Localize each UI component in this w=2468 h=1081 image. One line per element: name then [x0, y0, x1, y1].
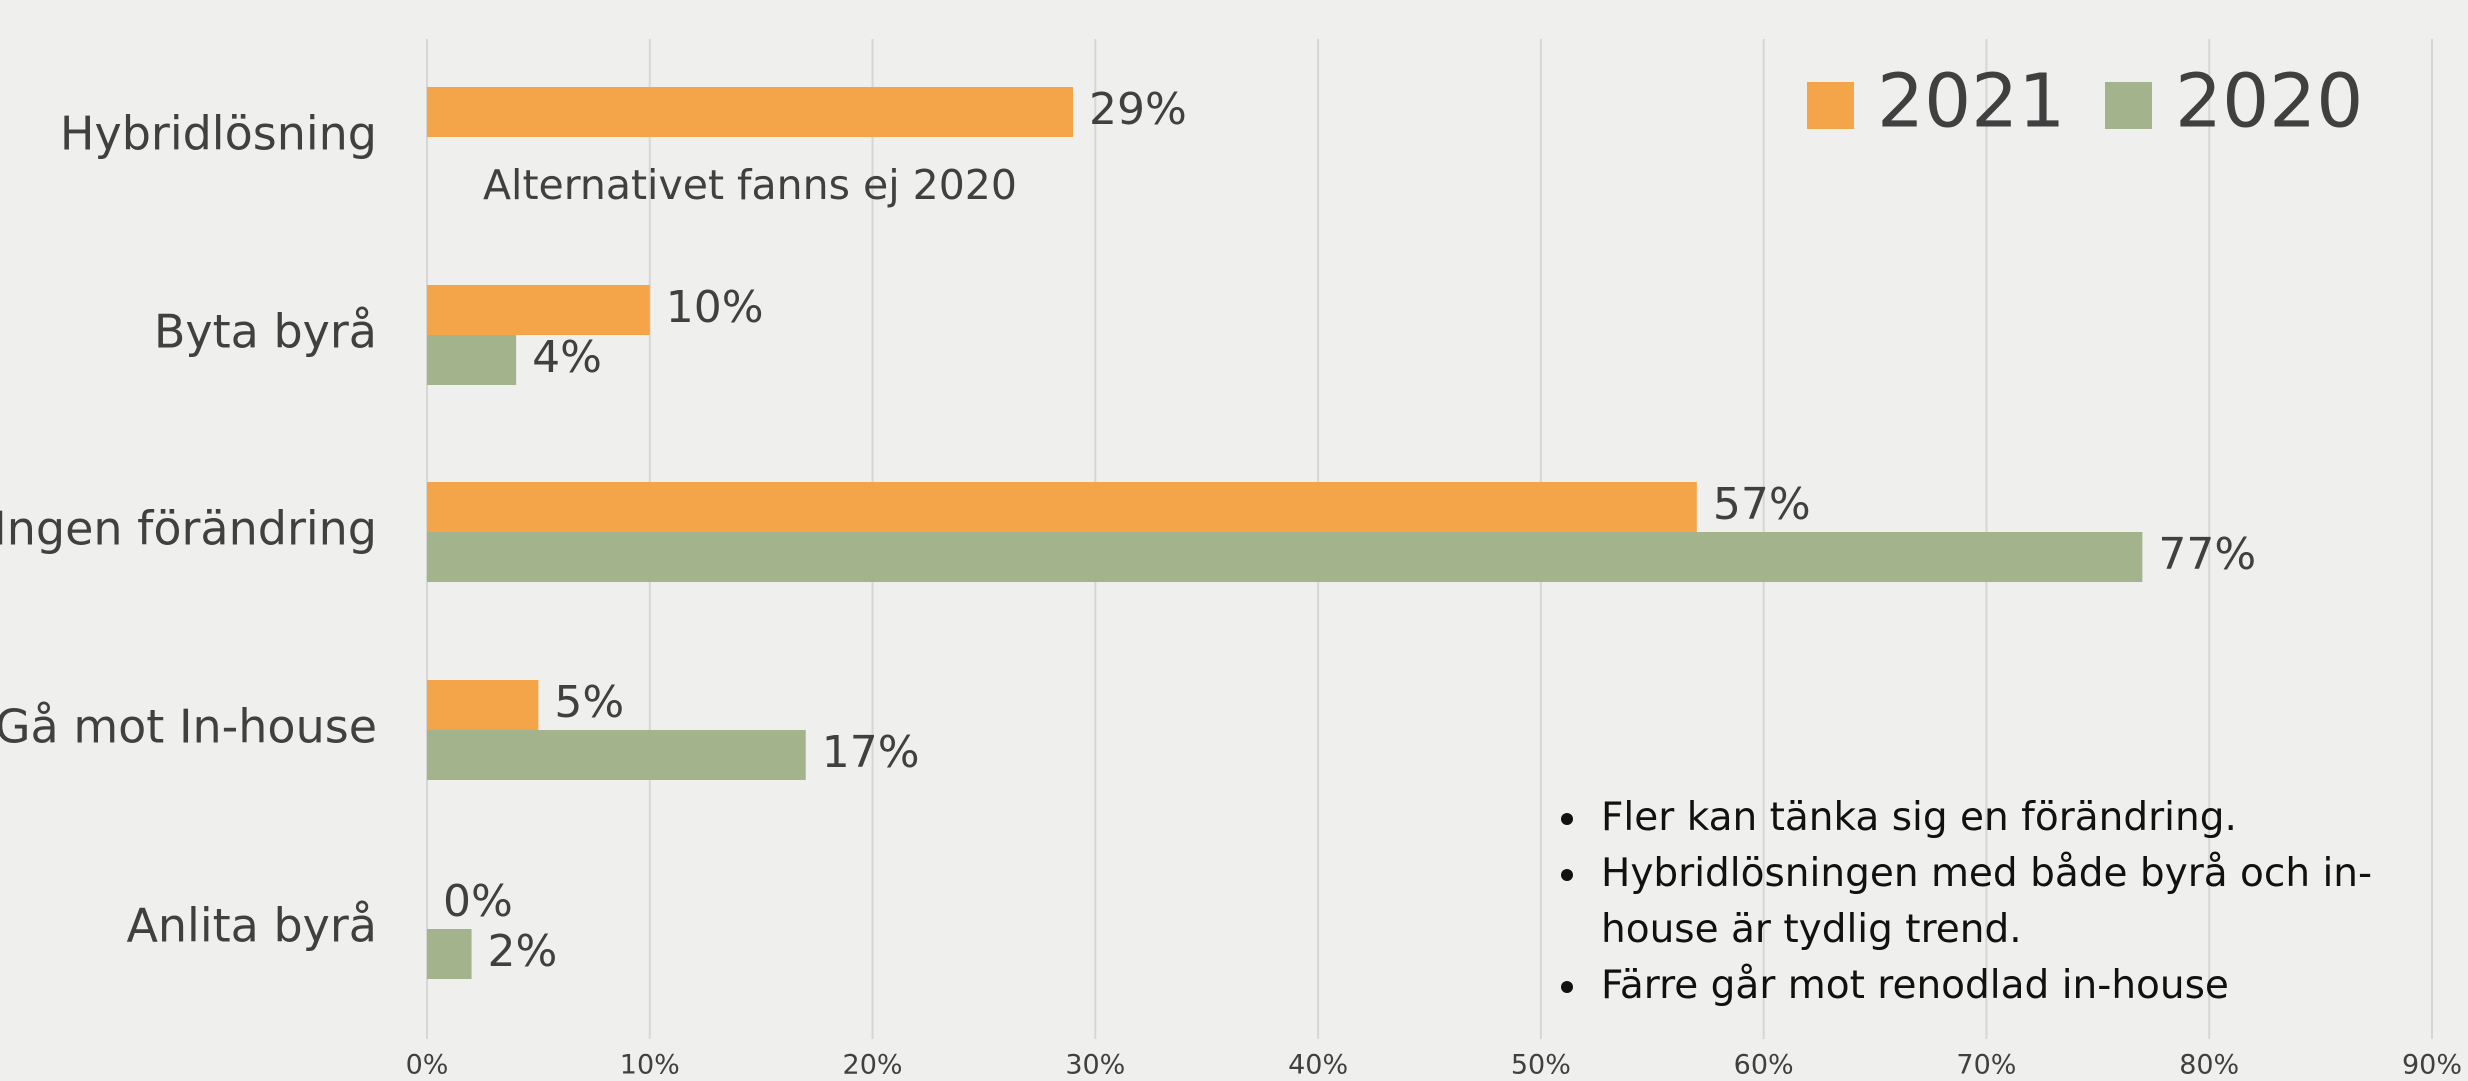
note: Färre går mot renodlad in-house [1591, 958, 2431, 1014]
x-tick-label: 10% [620, 1050, 680, 1081]
x-tick-label: 50% [1511, 1050, 1571, 1081]
bar [427, 285, 650, 335]
bar [427, 87, 1074, 137]
bar [427, 680, 539, 730]
x-tick-label: 60% [1734, 1050, 1794, 1081]
value-label: 2% [488, 926, 558, 977]
y-tick-label: Byta byrå [154, 305, 377, 359]
x-tick-label: 90% [2402, 1050, 2462, 1081]
bar [427, 335, 517, 385]
legend-label: 2021 [1877, 59, 2065, 145]
value-label: 57% [1713, 479, 1811, 530]
x-tick-label: 70% [1956, 1050, 2016, 1081]
bar [427, 929, 472, 979]
value-label: 4% [532, 332, 602, 383]
value-label: 17% [822, 727, 920, 778]
x-tick-label: 40% [1288, 1050, 1348, 1081]
note: Hybridlösningen med både byrå och in-hou… [1591, 846, 2431, 958]
bar [427, 532, 2143, 582]
x-tick-label: 20% [843, 1050, 903, 1081]
value-label: 10% [666, 282, 764, 333]
legend-label: 2020 [2175, 59, 2363, 145]
x-tick-label: 80% [2179, 1050, 2239, 1081]
value-label: 5% [554, 677, 624, 728]
bar [427, 730, 806, 780]
bar [427, 482, 1697, 532]
y-tick-label: Hybridlösning [60, 107, 377, 161]
y-tick-label: Ingen förändring [0, 502, 377, 556]
note: Fler kan tänka sig en förändring. [1591, 790, 2431, 846]
notes: Fler kan tänka sig en förändring.Hybridl… [1535, 790, 2431, 1014]
value-label: 0% [443, 876, 513, 927]
y-tick-label: Anlita byrå [126, 899, 377, 953]
legend-swatch [1807, 82, 1854, 129]
value-label: 77% [2158, 529, 2256, 580]
annotation: Alternativet fanns ej 2020 [483, 161, 1017, 209]
value-label: 29% [1089, 84, 1187, 135]
x-tick-label: 30% [1065, 1050, 1125, 1081]
x-tick-label: 0% [406, 1050, 449, 1081]
y-tick-label: Gå mot In-house [0, 700, 377, 754]
legend-swatch [2105, 82, 2152, 129]
